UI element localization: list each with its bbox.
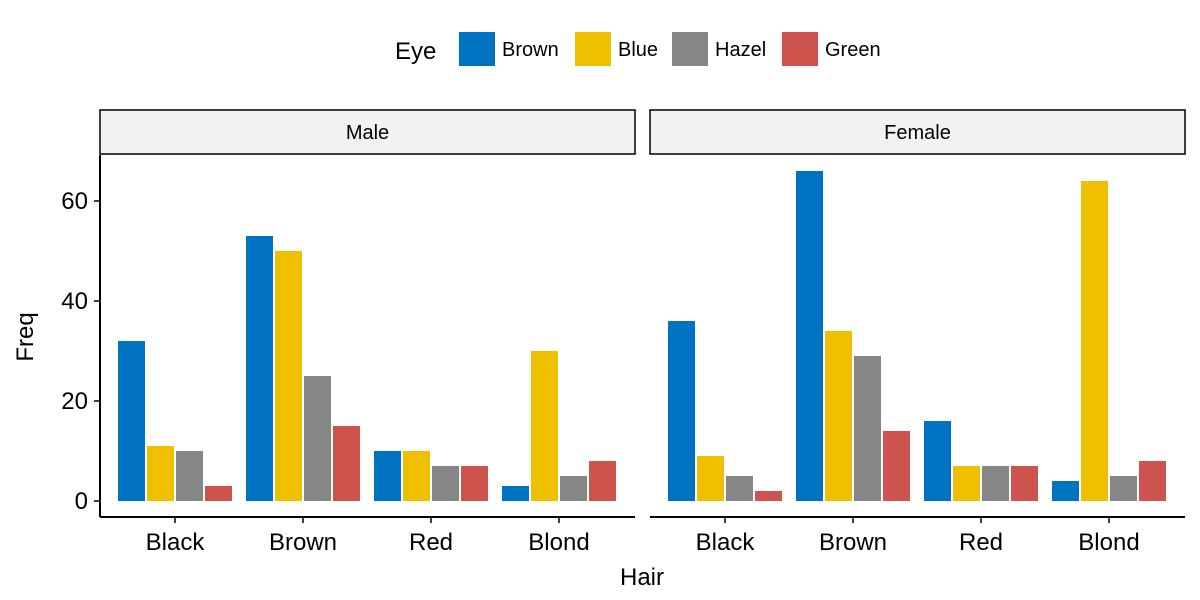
legend-label-blue: Blue bbox=[618, 39, 658, 61]
bar-male-black-hazel bbox=[176, 451, 203, 501]
bar-female-black-brown bbox=[668, 321, 695, 501]
x-tick-label-blond: Blond bbox=[1078, 529, 1139, 556]
bar-male-blond-green bbox=[589, 461, 616, 501]
legend-key-green bbox=[782, 32, 818, 66]
legend-label-hazel: Hazel bbox=[715, 39, 766, 61]
bar-male-blond-brown bbox=[502, 486, 529, 501]
bar-female-black-green bbox=[755, 491, 782, 501]
x-tick-label-blond: Blond bbox=[528, 529, 589, 556]
bar-male-black-green bbox=[205, 486, 232, 501]
x-tick-label-red: Red bbox=[409, 529, 453, 556]
panel-male: Male Black Brown Red Blond bbox=[99, 109, 636, 556]
facet-strip-female bbox=[649, 109, 1186, 155]
x-tick-label-brown: Brown bbox=[819, 529, 887, 556]
bar-female-brown-green bbox=[883, 431, 910, 501]
bar-male-brown-blue bbox=[275, 251, 302, 501]
legend-key-brown bbox=[459, 32, 495, 66]
bar-female-red-brown bbox=[924, 421, 951, 501]
bar-male-red-hazel bbox=[432, 466, 459, 501]
bar-female-red-green bbox=[1011, 466, 1038, 501]
x-tick-label-black: Black bbox=[696, 529, 756, 556]
bar-male-blond-blue bbox=[531, 351, 558, 501]
panel-female: Female Black Brown Red Blond bbox=[649, 109, 1186, 556]
bar-female-brown-hazel bbox=[854, 356, 881, 501]
panels: Male Black Brown Red Blond Female Black Brown Re… bbox=[99, 109, 1186, 556]
bar-female-black-hazel bbox=[726, 476, 753, 501]
bar-female-brown-blue bbox=[825, 331, 852, 501]
bar-male-black-brown bbox=[118, 341, 145, 501]
bar-male-black-blue bbox=[147, 446, 174, 501]
legend-title: Eye bbox=[395, 38, 436, 65]
y-tick-label: 0 bbox=[75, 488, 88, 515]
bar-male-brown-hazel bbox=[304, 376, 331, 501]
bar-female-blond-green bbox=[1139, 461, 1166, 501]
bar-male-brown-brown bbox=[246, 236, 273, 501]
legend-label-green: Green bbox=[825, 39, 881, 61]
bar-female-blond-hazel bbox=[1110, 476, 1137, 501]
bar-male-red-green bbox=[461, 466, 488, 501]
legend: Eye Brown Blue Hazel Green bbox=[395, 32, 881, 66]
bar-female-black-blue bbox=[697, 456, 724, 501]
y-tick-label: 20 bbox=[61, 388, 88, 415]
x-tick-label-brown: Brown bbox=[269, 529, 337, 556]
legend-key-blue bbox=[575, 32, 611, 66]
x-tick-label-red: Red bbox=[959, 529, 1003, 556]
legend-key-hazel bbox=[672, 32, 708, 66]
bar-female-blond-blue bbox=[1081, 181, 1108, 501]
facet-strip-male bbox=[99, 109, 636, 155]
y-axis-label: Freq bbox=[12, 312, 39, 361]
bar-male-red-brown bbox=[374, 451, 401, 501]
legend-label-brown: Brown bbox=[502, 39, 559, 61]
facet-strip-label: Female bbox=[884, 122, 951, 144]
x-axis-label: Hair bbox=[620, 564, 664, 591]
bar-male-red-blue bbox=[403, 451, 430, 501]
bar-male-brown-green bbox=[333, 426, 360, 501]
facet-strip-label: Male bbox=[346, 122, 389, 144]
bar-female-blond-brown bbox=[1052, 481, 1079, 501]
y-tick-label: 60 bbox=[61, 188, 88, 215]
bar-male-blond-hazel bbox=[560, 476, 587, 501]
bar-female-red-hazel bbox=[982, 466, 1009, 501]
x-tick-label-black: Black bbox=[146, 529, 206, 556]
bar-female-red-blue bbox=[953, 466, 980, 501]
axes: Hair Freq 0 20 40 60 bbox=[12, 155, 664, 591]
bar-female-brown-brown bbox=[796, 171, 823, 501]
y-tick-label: 40 bbox=[61, 288, 88, 315]
